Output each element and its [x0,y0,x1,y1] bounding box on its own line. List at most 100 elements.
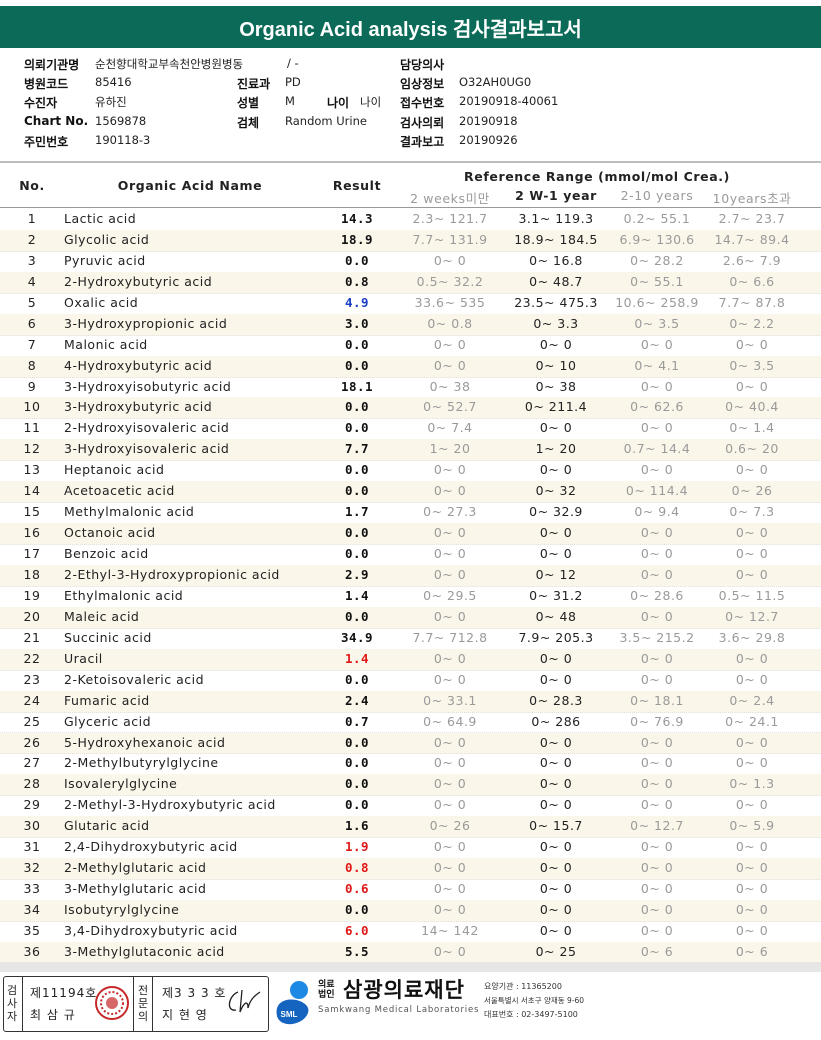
info-label: 검사의뢰 [400,116,445,130]
reference-range: 0~ 0 [433,357,467,373]
table-row: 20 Maleic acid 0.0 0~ 0 0~ 48 0~ 0 0~ 12.7 [0,606,821,629]
acid-name: 4-Hydroxybutyric acid [64,357,213,373]
reference-range: 0~ 0 [640,902,674,918]
row-number: 27 [23,755,41,771]
row-number: 8 [27,357,37,373]
acid-name: 2,4-Dihydroxybutyric acid [64,839,238,855]
reference-range: 0~ 0 [539,860,573,876]
reference-range: 0~ 0 [433,943,467,959]
acid-name: 2-Ethyl-3-Hydroxypropionic acid [64,566,280,582]
reference-range: 1~ 20 [535,441,577,457]
result: 0.0 [344,608,370,624]
info-label: 성별 [237,96,260,110]
acid-name: Lactic acid [64,211,137,226]
result: 1.4 [344,587,370,603]
reference-range: 0~ 0 [433,462,467,478]
result: 0.0 [344,671,370,687]
signature [228,989,261,1013]
reference-range: 0~ 3.3 [533,315,579,331]
row-number: 5 [27,294,37,310]
reference-range: 0.5~ 11.5 [718,587,786,603]
reference-range: 0~ 0 [640,755,674,771]
acid-name: 5-Hydroxyhexanoic acid [64,734,226,750]
reference-range: 0.5~ 32.2 [416,273,484,289]
row-number: 12 [23,441,41,457]
table-row: 10 3-Hydroxybutyric acid 0.0 0~ 52.7 0~ 211.… [0,397,821,420]
acid-name: 3,4-Dihydroxybutyric acid [64,922,238,938]
table-row: 25 Glyceric acid 0.7 0~ 64.9 0~ 286 0~ 76.9 0~… [0,712,821,734]
acid-name: 3-Hydroxybutyric acid [64,399,213,415]
divider [0,161,821,163]
table-row: 31 2,4-Dihydroxybutyric acid 1.9 0~ 0 0~ 0 0~… [0,837,821,860]
row-number: 25 [23,713,41,729]
table-row: 23 2-Ketoisovaleric acid 0.0 0~ 0 0~ 0 0~ 0 0~… [0,670,821,692]
result: 1.4 [344,650,370,666]
table-row: 21 Succinic acid 34.9 7.7~ 712.8 7.9~ 205.3 3… [0,628,821,650]
reference-range: 0~ 0 [735,650,769,666]
acid-name: 3-Methylglutaric acid [64,881,207,897]
result: 0.0 [344,546,370,562]
reference-range: 0~ 286 [531,713,581,729]
title: Organic Acid analysis 검사결과보고서 [239,18,582,41]
reference-range: 0~ 0 [539,797,573,813]
reference-range: 0~ 0 [735,797,769,813]
reference-range: 0~ 0 [539,776,573,792]
reference-range: 0~ 32 [535,483,577,499]
reference-range: 0~ 0 [539,755,573,771]
reference-range: 0~ 0 [539,734,573,750]
reference-range: 0~ 0 [640,650,674,666]
reference-range: 2.6~ 7.9 [722,252,782,268]
specialist-name: 지 현 영 [162,1008,208,1022]
info-value: 20190918-40061 [459,94,559,108]
reference-range: 0~ 0 [433,650,467,666]
acid-name: 2-Hydroxyisovaleric acid [64,420,230,436]
reference-range: 0~ 0 [433,881,467,897]
reference-range: 0~ 0 [735,902,769,918]
reference-range: 0~ 7.3 [729,504,775,520]
footer-band [0,962,821,972]
org-type: 의료법인 [318,980,335,1000]
result: 0.0 [344,902,370,918]
row-number: 22 [23,650,41,666]
result: 5.5 [344,943,370,959]
reference-range: 0~ 0 [735,881,769,897]
result: 1.7 [344,504,370,520]
row-number: 15 [23,504,41,520]
column-header: Organic Acid Name [117,178,263,193]
reference-range: 0~ 0 [735,755,769,771]
org-code: 요양기관 : 11365200 [484,982,562,991]
info-value: O32AH0UG0 [459,75,532,89]
box-line [22,977,23,1031]
info-value: 나이 [360,95,382,109]
reference-range: 0~ 0 [640,566,674,582]
specialist-role: 전문의 [137,984,149,1023]
result: 0.8 [344,273,370,289]
table-row: 16 Octanoic acid 0.0 0~ 0 0~ 0 0~ 0 0~ 0 [0,523,821,546]
column-header: Result [332,178,382,193]
table-row: 35 3,4-Dihydroxybutyric acid 6.0 14~ 142 0~ … [0,921,821,943]
info-label: 접수번호 [400,96,445,110]
reference-range: 0~ 0 [433,336,467,352]
reference-range: 0~ 48 [535,608,577,624]
info-value: / - [287,56,299,70]
acid-name: Succinic acid [64,629,152,645]
row-number: 14 [23,483,41,499]
reference-range: 0~ 38 [429,378,471,394]
result: 3.0 [344,315,370,331]
info-label: Chart No. [24,114,89,128]
acid-name: Malonic acid [64,336,148,352]
reference-range: 0~ 32.9 [529,504,583,520]
result: 0.0 [344,797,370,813]
info-label: 수진자 [24,96,58,110]
reference-range: 0.6~ 20 [725,441,779,457]
reference-range: 0~ 64.9 [423,713,477,729]
result: 7.7 [344,441,370,457]
reference-range: 23.5~ 475.3 [514,294,598,310]
table-row: 36 3-Methylglutaconic acid 5.5 0~ 0 0~ 25 0~ … [0,941,821,964]
reference-range: 0~ 6 [735,943,769,959]
row-number: 35 [23,922,41,938]
reference-range: 0~ 2.2 [729,315,775,331]
row-number: 20 [23,608,41,624]
reference-range: 0~ 0 [433,902,467,918]
